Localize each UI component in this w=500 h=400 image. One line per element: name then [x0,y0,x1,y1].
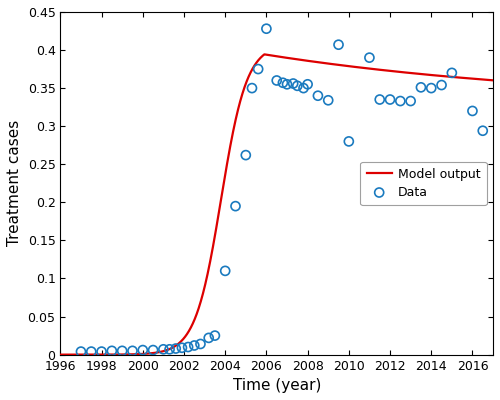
Data [172,345,179,352]
Data [88,348,96,355]
Data [248,85,256,91]
Data [196,341,204,347]
Data [345,138,353,145]
Model output [478,77,484,82]
Model output [58,352,64,357]
Model output [262,52,268,57]
Model output [490,78,496,83]
Data [204,335,212,341]
Data [334,42,342,48]
Data [232,203,239,209]
Data [386,96,394,103]
Data [272,77,280,84]
Data [376,96,384,103]
Data [294,83,302,89]
Data [242,152,250,158]
Data [262,26,270,32]
Data [417,84,425,90]
Data [289,80,297,87]
Data [468,108,476,114]
Data [166,346,173,352]
Data [304,81,312,88]
Data [221,268,229,274]
Data [406,98,414,104]
Data [184,344,192,350]
Data [300,85,308,91]
Data [128,348,136,354]
Data [77,348,85,355]
Data [396,98,404,104]
Data [283,81,291,88]
X-axis label: Time (year): Time (year) [232,378,321,393]
Data [438,82,446,88]
Model output [268,53,274,58]
Model output [80,352,86,357]
Y-axis label: Treatment cases: Treatment cases [7,120,22,246]
Model output [398,70,404,74]
Legend: Model output, Data: Model output, Data [360,162,487,205]
Data [149,347,157,353]
Data [254,66,262,72]
Line: Model output: Model output [60,54,493,355]
Data [190,342,198,349]
Data [448,70,456,76]
Data [211,332,219,339]
Data [279,80,287,86]
Data [479,128,487,134]
Data [427,85,435,91]
Data [314,92,322,99]
Data [98,348,106,355]
Model output [478,77,484,82]
Data [178,344,186,351]
Data [118,348,126,354]
Data [108,348,116,354]
Data [324,97,332,104]
Model output [256,57,262,62]
Data [366,54,374,61]
Data [160,346,168,352]
Data [139,347,147,353]
